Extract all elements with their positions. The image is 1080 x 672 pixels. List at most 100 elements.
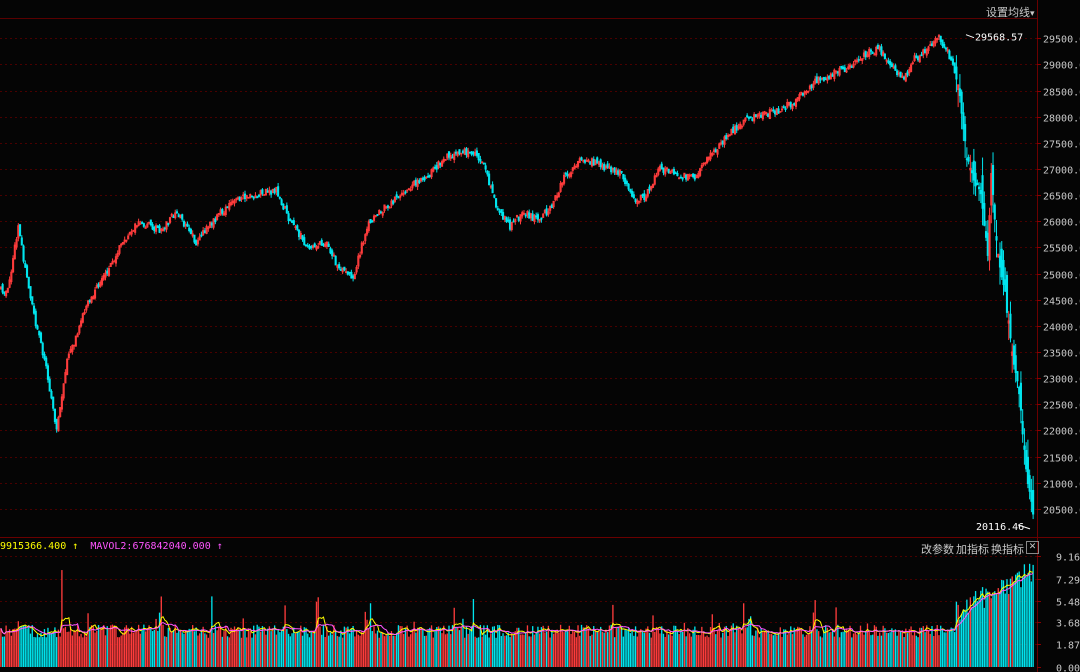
candle-body[interactable] [249,194,252,199]
volume-bar[interactable] [235,629,237,667]
candle-body[interactable] [135,225,138,228]
volume-bar[interactable] [695,635,698,667]
candle-body[interactable] [592,158,595,166]
candle-body[interactable] [693,174,696,180]
candle-body[interactable] [819,77,822,81]
candle-body[interactable] [599,159,602,168]
volume-bar[interactable] [772,635,774,667]
candle-body[interactable] [937,35,941,38]
volume-bar[interactable] [694,626,696,667]
volume-bar[interactable] [488,637,490,667]
volume-bar[interactable] [476,637,478,667]
candle-body[interactable] [751,118,754,121]
volume-bar[interactable] [821,637,823,667]
volume-bar[interactable] [638,630,640,667]
volume-bar[interactable] [178,630,180,667]
candle-body[interactable] [374,215,377,217]
volume-bar[interactable] [345,627,347,667]
candle-body[interactable] [690,174,693,176]
volume-bar[interactable] [713,627,715,667]
volume-bar[interactable] [61,570,63,667]
candle-body[interactable] [184,224,187,227]
volume-bar[interactable] [933,636,935,667]
candle-body[interactable] [264,188,267,196]
volume-bar[interactable] [654,631,656,667]
candle-body[interactable] [240,197,243,200]
volume-bar[interactable] [861,632,863,667]
volume-bar[interactable] [301,635,304,667]
volume-bar[interactable] [1027,573,1029,667]
candle-body[interactable] [475,150,478,156]
candle-body[interactable] [406,189,409,192]
candle-body[interactable] [12,258,15,273]
volume-bar[interactable] [760,628,762,667]
volume-bar[interactable] [1020,587,1022,667]
candle-body[interactable] [747,117,750,119]
candle-body[interactable] [167,223,170,225]
candle-body[interactable] [657,168,660,175]
volume-bar[interactable] [640,629,642,667]
candle-body[interactable] [25,265,29,278]
volume-bar[interactable] [680,629,682,667]
candle-body[interactable] [746,115,749,118]
volume-bar[interactable] [312,630,314,667]
candle-body[interactable] [46,365,50,380]
volume-bar[interactable] [87,613,89,667]
volume-bar[interactable] [190,629,192,667]
volume-bar[interactable] [253,625,255,667]
candle-body[interactable] [618,169,621,176]
volume-bar[interactable] [273,625,276,667]
volume-bar[interactable] [423,635,426,667]
volume-bar[interactable] [565,630,567,667]
candle-body[interactable] [610,166,613,173]
volume-bar[interactable] [931,626,933,667]
volume-bar[interactable] [205,634,208,667]
volume-bar[interactable] [275,634,278,667]
volume-bar[interactable] [622,636,625,667]
volume-bar[interactable] [636,636,638,667]
volume-bar[interactable] [575,637,577,667]
candle-body[interactable] [64,372,67,384]
volume-bar[interactable] [823,630,825,667]
candle-body[interactable] [850,66,853,68]
candle-body[interactable] [311,245,315,248]
volume-bar[interactable] [866,623,869,667]
volume-bar[interactable] [317,597,319,667]
volume-bar[interactable] [619,626,621,667]
candle-body[interactable] [650,185,653,190]
candle-body[interactable] [331,250,334,257]
candle-body[interactable] [983,203,986,226]
volume-bar[interactable] [943,632,945,667]
candle-body[interactable] [32,305,36,314]
candle-body[interactable] [955,66,958,80]
candle-body[interactable] [740,125,743,128]
volume-bar[interactable] [804,636,806,667]
candle-body[interactable] [974,172,977,187]
volume-bar[interactable] [350,628,353,667]
candle-body[interactable] [433,166,437,169]
volume-bar[interactable] [816,629,818,667]
volume-bar[interactable] [877,635,879,667]
volume-bar[interactable] [559,624,562,667]
candle-body[interactable] [13,244,16,260]
volume-bar[interactable] [319,626,321,667]
volume-bar[interactable] [535,631,537,667]
volume-bar[interactable] [228,637,230,667]
candle-body[interactable] [22,245,25,262]
volume-bar[interactable] [673,625,675,667]
candle-body[interactable] [181,214,184,220]
candle-body[interactable] [86,300,90,306]
candle-body[interactable] [786,101,789,108]
volume-bar[interactable] [783,629,785,667]
volume-bar[interactable] [594,630,597,667]
volume-bar[interactable] [150,628,152,667]
candle-body[interactable] [979,189,982,195]
volume-bar[interactable] [52,631,54,667]
volume-bar[interactable] [411,629,414,667]
volume-bar[interactable] [633,635,635,667]
volume-bar[interactable] [33,636,35,667]
volume-bar[interactable] [416,627,419,667]
volume-bar[interactable] [880,635,883,667]
candle-body[interactable] [522,213,526,215]
